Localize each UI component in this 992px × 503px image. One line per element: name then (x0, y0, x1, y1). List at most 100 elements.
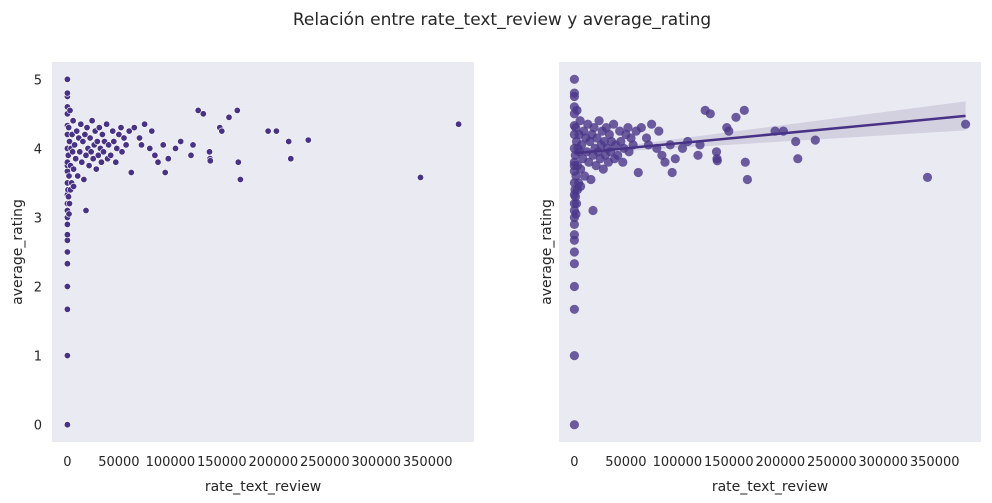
data-point (63, 220, 71, 228)
data-point (304, 136, 312, 144)
x-tick-label: 0 (63, 455, 71, 470)
data-point (65, 172, 73, 180)
right-points (569, 74, 971, 430)
data-point (148, 127, 156, 135)
data-point (189, 141, 197, 149)
right-x-axis-label: rate_text_review (712, 479, 828, 495)
data-point (76, 148, 84, 156)
data-point (125, 127, 133, 135)
data-point (83, 124, 91, 132)
data-point (569, 219, 580, 229)
data-point (705, 109, 715, 119)
data-point (138, 141, 146, 149)
data-point (63, 305, 71, 313)
data-point (82, 207, 90, 215)
data-point (127, 169, 135, 177)
left-x-axis-label: rate_text_review (205, 479, 321, 495)
data-point (107, 151, 115, 159)
data-point (571, 123, 581, 133)
data-point (660, 157, 670, 167)
x-tick-label: 200000 (248, 455, 298, 470)
data-point (88, 117, 96, 125)
data-point (66, 106, 74, 114)
data-point (151, 151, 159, 159)
data-point (569, 281, 580, 292)
data-point (616, 136, 626, 147)
data-point (579, 126, 589, 136)
data-point (233, 106, 241, 114)
data-point (287, 155, 295, 163)
data-point (585, 136, 595, 147)
data-point (569, 247, 580, 257)
data-point (218, 127, 226, 135)
x-tick-label: 150000 (197, 455, 247, 470)
data-point (194, 106, 202, 114)
data-point (86, 134, 94, 142)
data-point (576, 181, 586, 191)
right-x-ticks: 0 50000 100000 150000 200000 250000 300000 3500… (570, 455, 959, 470)
y-tick-label: 3 (34, 212, 42, 227)
data-point (103, 120, 111, 128)
left-panel-background (52, 62, 474, 442)
data-point (724, 126, 734, 136)
data-point (63, 260, 71, 268)
data-point (113, 144, 121, 152)
data-point (100, 148, 108, 156)
data-point (118, 148, 126, 156)
data-point (570, 192, 581, 202)
x-tick-label: 350000 (910, 455, 960, 470)
data-point (82, 151, 90, 159)
data-point (598, 164, 608, 174)
data-point (569, 351, 580, 361)
x-tick-label: 150000 (704, 455, 754, 470)
data-point (69, 148, 77, 156)
data-point (569, 230, 580, 240)
data-point (79, 138, 87, 146)
data-point (618, 157, 628, 167)
right-y-axis-label: average_rating (539, 199, 555, 305)
data-point (66, 200, 74, 208)
data-point (569, 420, 580, 430)
regression-line (574, 114, 966, 155)
data-point (172, 144, 180, 152)
data-point (613, 150, 623, 160)
data-point (711, 147, 722, 157)
data-point (791, 136, 801, 147)
data-point (122, 141, 130, 149)
data-point (63, 231, 71, 239)
data-point (571, 199, 582, 209)
x-tick-label: 250000 (300, 455, 350, 470)
data-point (571, 171, 581, 181)
right-regression-group (574, 114, 966, 155)
data-point (87, 148, 95, 156)
data-point (577, 140, 587, 150)
data-point (739, 105, 749, 115)
data-point (647, 119, 657, 129)
data-point (576, 164, 586, 174)
data-point (677, 143, 688, 153)
right-regplot-panel: 0 50000 100000 150000 200000 250000 300000 3500… (539, 62, 981, 495)
left-y-ticks: 0 1 2 3 4 5 (34, 73, 42, 433)
x-tick-label: 0 (570, 455, 578, 470)
data-point (136, 134, 144, 142)
x-tick-label: 50000 (98, 455, 139, 470)
data-point (130, 124, 138, 132)
x-tick-label: 200000 (755, 455, 805, 470)
data-point (117, 124, 125, 132)
data-point (633, 167, 643, 178)
left-scatter-panel: 0 50000 100000 150000 200000 250000 300000 3500… (10, 62, 474, 495)
x-tick-label: 100000 (146, 455, 196, 470)
data-point (604, 129, 615, 140)
data-point (626, 133, 636, 143)
data-point (80, 176, 88, 184)
data-point (591, 161, 601, 171)
data-point (670, 154, 680, 164)
y-tick-label: 5 (34, 73, 42, 88)
data-point (65, 210, 73, 218)
data-point (693, 150, 703, 160)
data-point (93, 138, 101, 146)
data-point (712, 156, 722, 166)
data-point (92, 165, 100, 173)
left-y-axis-label: average_rating (10, 199, 26, 305)
